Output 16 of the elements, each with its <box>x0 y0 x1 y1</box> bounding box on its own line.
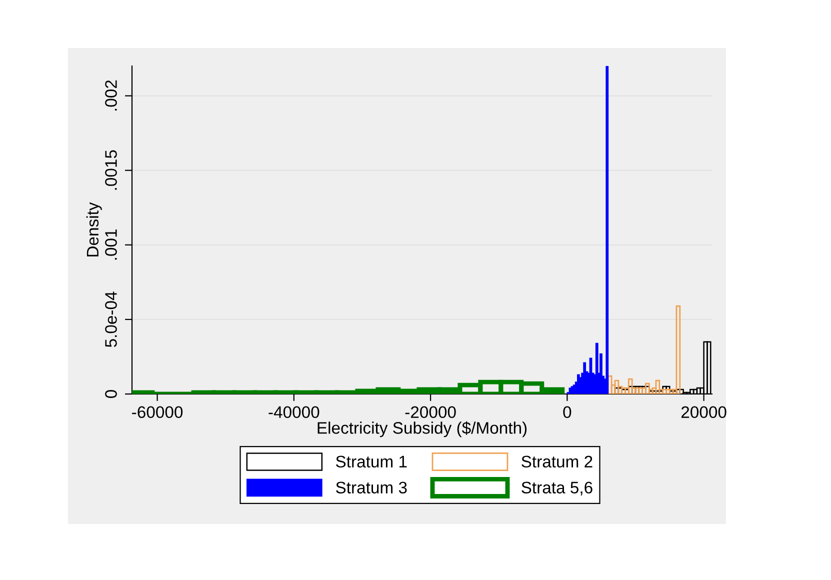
legend-label: Stratum 3 <box>336 482 407 494</box>
y-tick-label: .0015 <box>105 150 117 190</box>
y-tick-label: .001 <box>105 230 117 260</box>
legend-label: Stratum 2 <box>522 456 592 468</box>
x-tick-label: 20000 <box>681 406 726 418</box>
x-tick-label: -20000 <box>405 406 456 418</box>
y-axis-title: Density <box>86 202 102 256</box>
legend-label: Stratum 1 <box>336 456 407 468</box>
y-tick-label: .002 <box>105 80 117 111</box>
x-tick-label: -40000 <box>268 406 320 418</box>
x-tick-label: -60000 <box>132 406 183 418</box>
legend-label: Strata 5,6 <box>522 482 592 496</box>
x-axis-title: Electricity Subsidy ($/Month) <box>318 421 527 438</box>
x-tick-label: 0 <box>563 406 572 418</box>
y-tick-label: 0 <box>105 390 117 398</box>
y-tick-label: 5.0e-04 <box>105 292 117 348</box>
